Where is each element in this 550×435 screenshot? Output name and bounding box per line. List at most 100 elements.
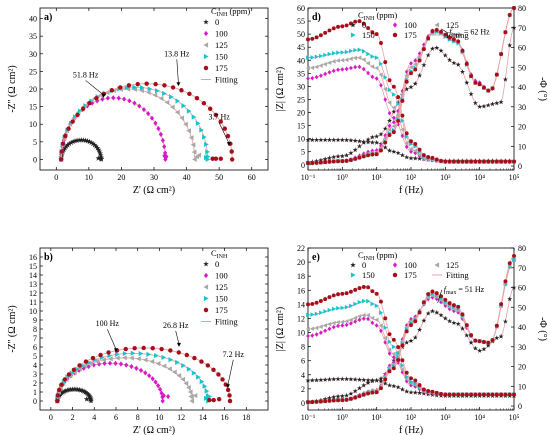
modulus-point: [486, 392, 491, 397]
legend-label: Fitting: [446, 30, 469, 40]
annotation: fmax = 62 Hz: [440, 28, 490, 39]
data-point: [62, 387, 69, 394]
data-point: [98, 155, 105, 162]
data-point: [199, 127, 205, 133]
data-point: [220, 377, 225, 382]
phase-point: [425, 310, 431, 316]
phase-point: [443, 297, 448, 302]
y2-tick-label: 10: [518, 382, 526, 391]
modulus-point: [361, 377, 367, 383]
modulus-point: [327, 326, 332, 332]
modulus-point: [340, 305, 345, 311]
modulus-point: [477, 392, 482, 397]
data-point: [196, 374, 201, 380]
modulus-point: [408, 146, 413, 152]
modulus-point: [387, 332, 392, 337]
legend-label: 150: [215, 52, 228, 62]
modulus-point: [352, 315, 358, 321]
phase-point: [468, 91, 474, 97]
phase-point: [391, 109, 397, 114]
x-tick-label: 0: [49, 413, 53, 422]
data-point: [186, 385, 191, 391]
y2-tick-label: 20: [518, 123, 526, 132]
phase-point: [460, 69, 465, 74]
legend-title: CINH (ppm): [358, 10, 397, 22]
phase-point: [387, 127, 392, 132]
modulus-point: [318, 299, 323, 303]
phase-point: [404, 79, 409, 84]
phase-point: [485, 102, 491, 108]
modulus-point: [370, 30, 375, 35]
data-point: [161, 363, 167, 369]
phase-point: [494, 323, 499, 328]
phase-point: [481, 346, 487, 352]
phase-point: [409, 71, 413, 76]
data-point: [216, 372, 221, 377]
y-tick-label: 15: [297, 122, 305, 131]
phase-point: [438, 312, 444, 318]
modulus-point: [306, 76, 310, 81]
modulus-point: [340, 323, 345, 328]
modulus-point: [327, 295, 332, 300]
modulus-point: [314, 332, 319, 337]
y-tick-label: 16: [29, 253, 37, 262]
x-tick-label: 10⁵: [509, 173, 520, 182]
phase-point: [335, 393, 341, 399]
phase-point: [417, 72, 423, 78]
modulus-point: [326, 137, 332, 143]
legend: CINH (ppm)0 100 125 150 175 Fitting: [350, 10, 469, 40]
modulus-point: [417, 156, 423, 161]
modulus-point: [391, 383, 397, 389]
phase-point: [477, 339, 482, 344]
modulus-point: [365, 60, 370, 66]
modulus-point: [379, 328, 383, 334]
modulus-point: [387, 382, 393, 388]
phase-point: [365, 380, 371, 385]
data-point: [191, 370, 197, 376]
modulus-point: [512, 159, 516, 164]
y2-tick-label: 0: [518, 402, 522, 411]
y2-tick-label: 20: [518, 363, 526, 372]
legend-item: 0: [350, 260, 366, 270]
data-point: [146, 351, 152, 357]
modulus-point: [327, 28, 332, 33]
annotation-label: 100 Hz: [96, 319, 120, 328]
phase-point: [502, 318, 508, 324]
data-point: [116, 95, 121, 101]
phase-point: [387, 133, 392, 137]
modulus-point: [322, 61, 328, 67]
y-tick-label: 25: [29, 67, 37, 76]
modulus-point: [357, 47, 362, 53]
modulus-point: [361, 312, 366, 318]
modulus-point: [331, 50, 337, 56]
modulus-point: [327, 60, 332, 66]
data-point: [97, 361, 102, 367]
data-point: [70, 119, 75, 124]
annotation: 13.8 Hz: [164, 49, 190, 87]
modulus-point: [323, 52, 328, 58]
phase-point: [366, 391, 371, 396]
annotation-arrowhead: [226, 142, 231, 147]
data-point: [70, 138, 76, 145]
modulus-point: [357, 55, 362, 61]
modulus-point: [512, 392, 516, 397]
x-axis-label: Z' (Ω cm²): [133, 425, 175, 435]
modulus-point: [379, 82, 383, 88]
modulus-point: [396, 101, 401, 107]
phase-point: [374, 147, 379, 153]
modulus-point: [361, 57, 366, 62]
data-point: [160, 398, 165, 404]
modulus-point: [314, 311, 319, 317]
phase-point: [460, 48, 465, 53]
data-point: [227, 393, 232, 398]
phase-point: [507, 42, 513, 48]
phase-point: [339, 153, 345, 159]
phase-point: [455, 321, 461, 327]
phase-point: [438, 48, 444, 53]
phase-point: [335, 153, 341, 159]
modulus-point: [413, 150, 418, 156]
modulus-point: [344, 23, 349, 28]
modulus-point: [400, 113, 405, 118]
x-axis-label: Z' (Ω cm²): [133, 185, 175, 196]
data-point: [127, 98, 132, 104]
